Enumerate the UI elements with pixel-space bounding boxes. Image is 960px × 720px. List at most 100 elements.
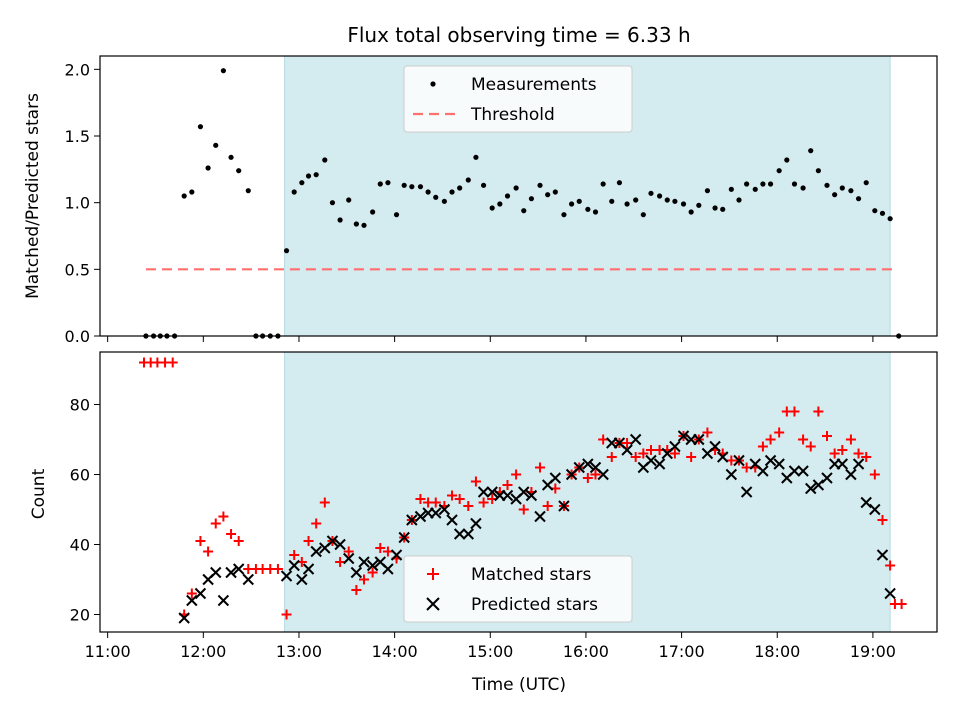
matched-stars-point bbox=[774, 427, 785, 438]
y-tick-label: 2.0 bbox=[65, 60, 90, 79]
predicted-stars-point bbox=[860, 496, 872, 509]
matched-stars-point bbox=[195, 536, 206, 546]
matched-stars-point bbox=[335, 557, 346, 567]
y-tick-label: 60 bbox=[70, 466, 90, 485]
matched-stars-point bbox=[186, 588, 197, 599]
matched-stars-point bbox=[233, 536, 244, 546]
predicted-stars-point bbox=[645, 454, 657, 467]
bottom-plot-frame bbox=[99, 351, 938, 633]
matched-stars-point bbox=[829, 448, 840, 459]
predicted-stars-point bbox=[876, 549, 889, 561]
measurement-point bbox=[480, 182, 487, 188]
legend-predicted-label: Predicted stars bbox=[471, 595, 598, 615]
measurement-point bbox=[696, 202, 702, 208]
matched-stars-point bbox=[542, 501, 553, 511]
matched-stars-point bbox=[789, 406, 800, 417]
predicted-stars-point bbox=[653, 458, 666, 470]
matched-stars-point bbox=[885, 560, 896, 571]
matched-stars-point bbox=[367, 567, 378, 578]
measurement-point bbox=[457, 185, 463, 191]
matched-stars-point bbox=[741, 462, 752, 473]
predicted-stars-point bbox=[242, 573, 254, 586]
measurement-point bbox=[205, 165, 211, 171]
predicted-stars-point bbox=[717, 451, 729, 463]
matched-stars-point bbox=[511, 469, 522, 480]
measurement-point bbox=[346, 197, 352, 203]
predicted-stars-point bbox=[805, 482, 817, 495]
measurement-point bbox=[680, 201, 687, 207]
x-tick-label: 17:00 bbox=[659, 642, 705, 661]
predicted-stars-point bbox=[836, 458, 849, 470]
measurement-point bbox=[417, 184, 424, 190]
measurement-point bbox=[465, 177, 471, 183]
predicted-stars-point bbox=[525, 489, 538, 502]
predicted-stars-point bbox=[549, 472, 562, 484]
measurement-point bbox=[537, 182, 543, 188]
measurement-point bbox=[329, 200, 336, 206]
matched-stars-point bbox=[845, 434, 856, 445]
measurement-point bbox=[585, 206, 591, 212]
top-y-axis-label: Matched/Predicted stars bbox=[23, 93, 43, 299]
measurement-point bbox=[633, 197, 639, 203]
predicted-stars-point bbox=[812, 479, 825, 491]
measurement-point bbox=[528, 196, 535, 202]
matched-stars-point bbox=[272, 564, 283, 574]
measurement-point bbox=[832, 192, 838, 198]
predicted-stars-point bbox=[430, 507, 442, 519]
bottom-y-axis-label: Count bbox=[29, 468, 49, 519]
matched-stars-point bbox=[686, 452, 697, 462]
measurement-point bbox=[576, 198, 582, 204]
measurement-point bbox=[568, 201, 575, 207]
predicted-stars-point bbox=[773, 458, 785, 470]
measurement-point bbox=[473, 154, 479, 160]
measurement-point bbox=[736, 197, 742, 203]
matched-stars-point bbox=[167, 357, 178, 368]
measurement-point bbox=[189, 189, 195, 195]
measurement-point bbox=[648, 190, 654, 196]
measurement-point bbox=[245, 188, 251, 194]
predicted-stars-point bbox=[797, 465, 809, 477]
predicted-stars-point bbox=[350, 566, 363, 579]
matched-stars-point bbox=[798, 434, 809, 445]
legend-matched-label: Matched stars bbox=[471, 565, 591, 585]
y-tick-label: 80 bbox=[70, 396, 90, 415]
predicted-stars-point bbox=[725, 468, 738, 481]
measurement-point bbox=[712, 205, 718, 211]
matched-stars-point bbox=[470, 476, 481, 487]
bottom-legend-box bbox=[403, 555, 633, 623]
measurement-point bbox=[672, 198, 678, 204]
predicted-stars-point bbox=[573, 461, 585, 474]
matched-stars-point bbox=[821, 431, 832, 441]
matched-stars-point bbox=[669, 448, 680, 459]
matched-stars-point bbox=[837, 445, 848, 455]
x-tick-label: 19:00 bbox=[850, 642, 896, 661]
measurement-point bbox=[855, 196, 862, 202]
measurement-point bbox=[220, 68, 226, 74]
measurement-point bbox=[433, 194, 439, 200]
measurement-point bbox=[497, 201, 503, 207]
predicted-stars-point bbox=[486, 486, 498, 498]
matched-stars-point bbox=[869, 469, 880, 480]
matched-stars-point bbox=[375, 543, 386, 553]
measurement-point bbox=[353, 221, 359, 227]
predicted-stars-point bbox=[382, 563, 394, 575]
matched-stars-point bbox=[415, 494, 426, 504]
matched-stars-point bbox=[343, 546, 354, 557]
predicted-stars-point bbox=[438, 503, 451, 516]
measurement-point bbox=[767, 181, 774, 187]
predicted-stars-point bbox=[210, 566, 222, 579]
predicted-stars-point bbox=[501, 489, 514, 502]
measurement-point bbox=[704, 188, 711, 194]
legend-threshold-label: Threshold bbox=[470, 105, 555, 125]
predicted-stars-point bbox=[186, 594, 198, 607]
matched-stars-point bbox=[896, 599, 907, 609]
x-tick-label: 12:00 bbox=[180, 642, 226, 661]
predicted-stars-point bbox=[302, 563, 315, 575]
predicted-stars-point bbox=[788, 465, 801, 477]
measurement-point bbox=[664, 197, 670, 203]
measurement-point bbox=[879, 210, 886, 216]
y-tick-label: 20 bbox=[70, 606, 90, 625]
measurement-point bbox=[291, 189, 297, 195]
measurement-point bbox=[800, 185, 806, 191]
